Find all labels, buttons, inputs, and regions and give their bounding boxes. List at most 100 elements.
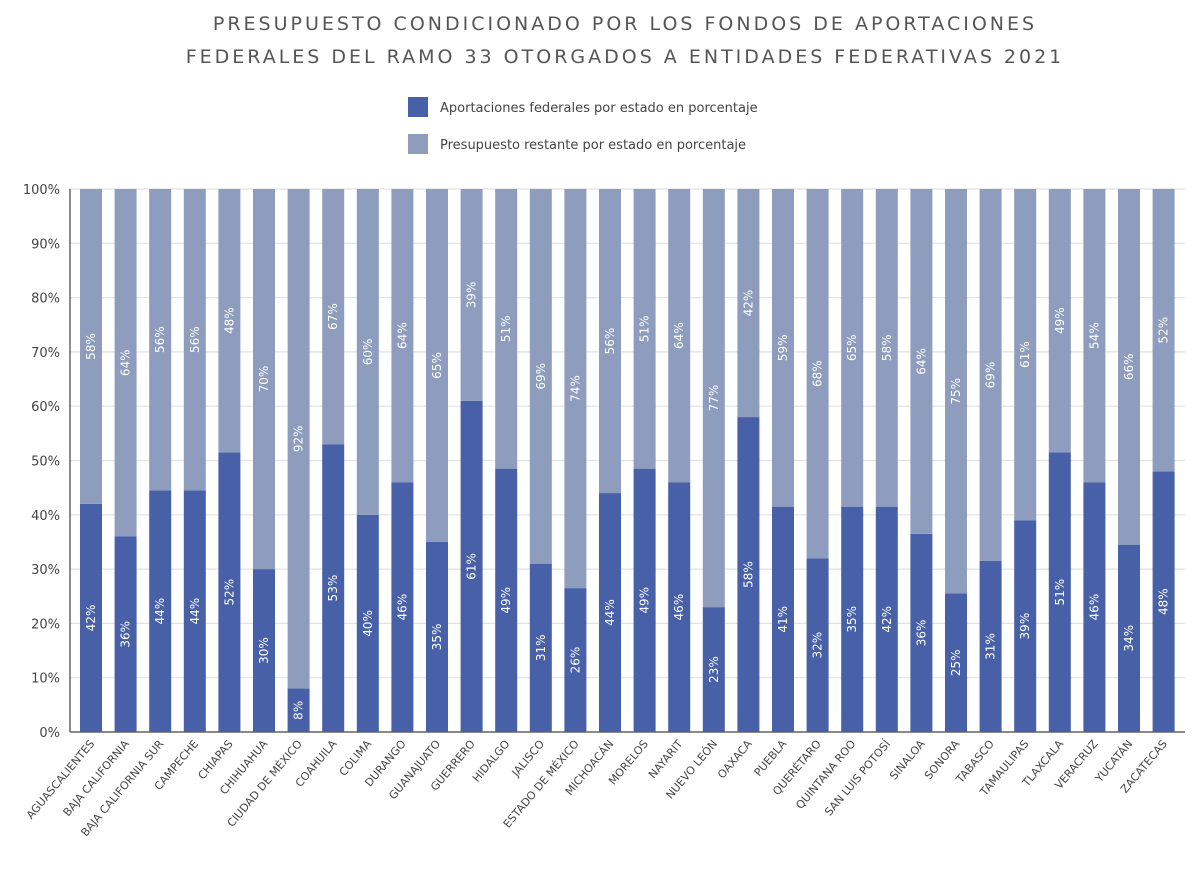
data-label: 31% xyxy=(984,633,998,660)
data-label: 32% xyxy=(811,632,825,659)
y-tick-label: 20% xyxy=(31,617,60,632)
bar-aportaciones xyxy=(875,506,898,732)
bar-restante xyxy=(391,189,414,483)
data-label: 46% xyxy=(672,594,686,621)
bar-aportaciones xyxy=(218,452,241,732)
data-label: 52% xyxy=(1157,317,1171,344)
bar-restante xyxy=(1048,189,1071,453)
bar-aportaciones xyxy=(945,593,967,732)
data-label: 23% xyxy=(707,656,721,683)
data-label: 35% xyxy=(845,606,859,633)
bar-aportaciones xyxy=(80,503,102,732)
data-label: 68% xyxy=(811,360,825,387)
data-label: 56% xyxy=(153,326,167,353)
data-label: 49% xyxy=(638,587,652,614)
data-label: 58% xyxy=(84,333,98,360)
data-label: 42% xyxy=(84,605,98,632)
data-label: 59% xyxy=(776,334,790,361)
bar-aportaciones xyxy=(668,482,691,732)
data-label: 69% xyxy=(534,363,548,390)
bar-restante xyxy=(841,189,864,507)
data-label: 48% xyxy=(222,307,236,334)
bar-aportaciones xyxy=(183,490,206,732)
bar-restante xyxy=(564,189,587,589)
data-label: 64% xyxy=(672,322,686,349)
bar-aportaciones xyxy=(426,541,448,732)
data-label: 77% xyxy=(707,385,721,412)
bar-aportaciones xyxy=(391,482,414,732)
bar-restante xyxy=(356,189,379,515)
bar-aportaciones xyxy=(564,588,587,732)
bar-aportaciones xyxy=(1014,520,1037,732)
legend-label-restante: Presupuesto restante por estado en porce… xyxy=(440,138,746,153)
data-label: 46% xyxy=(395,594,409,621)
bar-restante xyxy=(287,189,310,689)
bar-restante xyxy=(460,189,483,401)
data-label: 44% xyxy=(153,598,167,625)
data-label: 39% xyxy=(1018,613,1032,640)
bar-aportaciones xyxy=(1152,471,1175,732)
data-label: 30% xyxy=(257,637,271,664)
bar-restante xyxy=(183,189,206,491)
data-label: 54% xyxy=(1087,322,1101,349)
data-label: 53% xyxy=(326,575,340,602)
bar-aportaciones xyxy=(737,417,760,732)
y-tick-label: 60% xyxy=(31,400,60,415)
y-tick-label: 50% xyxy=(31,455,60,470)
data-label: 52% xyxy=(222,579,236,606)
bar-aportaciones xyxy=(702,607,725,732)
data-label: 48% xyxy=(1157,588,1171,615)
y-tick-label: 70% xyxy=(31,346,60,361)
y-tick-label: 90% xyxy=(31,237,60,252)
bar-restante xyxy=(1083,189,1106,483)
data-label: 64% xyxy=(914,348,928,375)
data-label: 75% xyxy=(949,378,963,405)
data-label: 35% xyxy=(430,624,444,651)
bar-aportaciones xyxy=(1048,452,1071,732)
data-label: 56% xyxy=(188,326,202,353)
bar-restante xyxy=(806,189,829,559)
data-label: 60% xyxy=(361,339,375,366)
data-label: 31% xyxy=(534,634,548,661)
bar-aportaciones xyxy=(633,468,656,732)
bar-restante xyxy=(149,189,172,491)
bar-aportaciones xyxy=(979,560,1002,732)
bar-restante xyxy=(1014,189,1037,521)
data-label: 64% xyxy=(395,322,409,349)
bar-restante xyxy=(772,189,794,507)
data-label: 92% xyxy=(292,425,306,452)
bar-restante xyxy=(737,189,760,418)
data-label: 46% xyxy=(1087,594,1101,621)
data-label: 44% xyxy=(603,599,617,626)
bar-aportaciones xyxy=(910,533,933,732)
data-label: 51% xyxy=(638,315,652,342)
bar-aportaciones xyxy=(841,506,864,732)
bar-restante xyxy=(599,189,621,494)
data-label: 42% xyxy=(741,290,755,317)
data-label: 65% xyxy=(430,352,444,379)
data-label: 70% xyxy=(257,366,271,393)
data-label: 8% xyxy=(292,701,306,720)
data-label: 39% xyxy=(465,282,479,309)
bar-restante xyxy=(875,189,898,507)
x-tick-label: OAXACA xyxy=(715,737,755,781)
data-label: 36% xyxy=(914,620,928,647)
x-tick-label: SINALOA xyxy=(887,737,928,782)
bar-aportaciones xyxy=(529,563,552,732)
bar-aportaciones xyxy=(1118,544,1140,732)
data-label: 64% xyxy=(119,349,133,376)
bar-restante xyxy=(945,189,967,594)
legend-swatch-restante xyxy=(408,134,428,154)
bar-aportaciones xyxy=(114,536,137,732)
data-label: 42% xyxy=(880,606,894,633)
bar-aportaciones xyxy=(253,569,275,732)
data-label: 61% xyxy=(1018,341,1032,368)
data-label: 56% xyxy=(603,328,617,355)
bar-restante xyxy=(633,189,656,469)
bar-aportaciones xyxy=(460,400,483,732)
bar-aportaciones xyxy=(322,444,345,732)
data-label: 58% xyxy=(741,561,755,588)
data-label: 66% xyxy=(1122,353,1136,380)
data-label: 65% xyxy=(845,334,859,361)
data-label: 61% xyxy=(465,553,479,580)
